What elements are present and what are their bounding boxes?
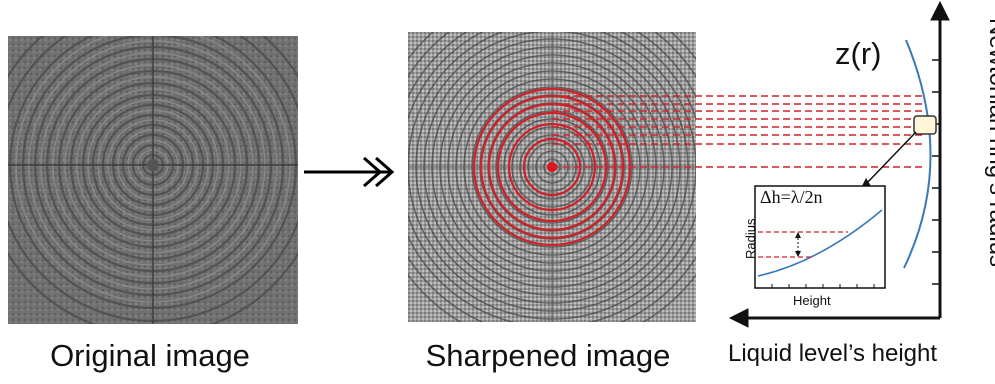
caption-sharpened-image: Sharpened image bbox=[425, 338, 671, 373]
inset-formula: Δh=λ/2n bbox=[760, 187, 823, 207]
sharpened-image bbox=[408, 32, 696, 322]
fitted-rings bbox=[472, 87, 632, 247]
double-arrow-icon bbox=[304, 156, 395, 188]
x-axis-label: Liquid level’s height bbox=[728, 340, 938, 367]
inset-plot bbox=[754, 185, 886, 289]
zoom-box bbox=[913, 115, 937, 135]
inset-y-label: Radius bbox=[743, 218, 758, 259]
projection-lines bbox=[552, 95, 922, 168]
zoom-arrow bbox=[865, 131, 917, 185]
inset-x-label: Height bbox=[793, 293, 831, 308]
y-axis-label: Newtonian ring’s radius bbox=[984, 18, 995, 268]
main-axes bbox=[728, 0, 950, 328]
curve-label: z(r) bbox=[835, 36, 882, 71]
original-image bbox=[8, 36, 298, 324]
z-r-curve bbox=[903, 39, 932, 269]
caption-original-image: Original image bbox=[50, 338, 250, 373]
